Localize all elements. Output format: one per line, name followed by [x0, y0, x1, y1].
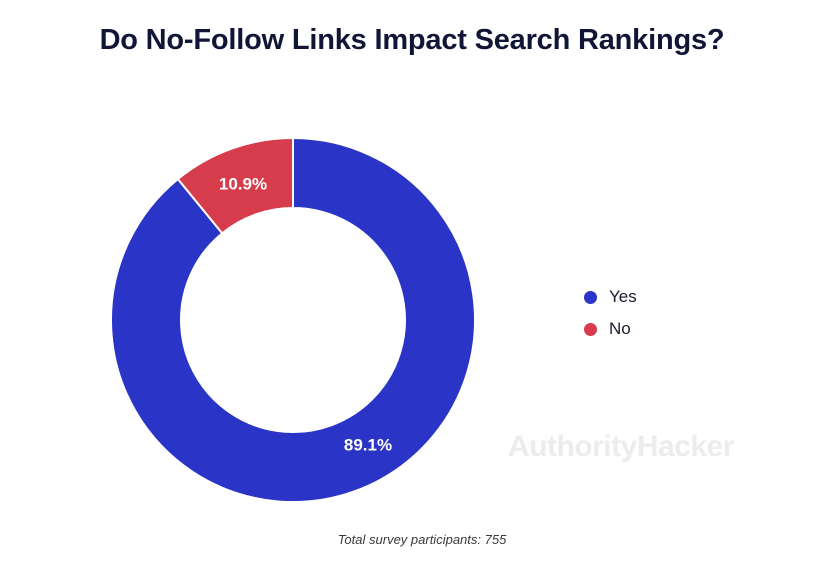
legend-label-no: No [609, 319, 631, 338]
slice-label-yes: 89.1% [344, 435, 392, 454]
donut-slice-no [176, 136, 294, 235]
chart-legend: Yes No [584, 286, 637, 350]
slice-label-no: 10.9% [219, 174, 267, 193]
survey-footnote: Total survey participants: 755 [337, 532, 507, 547]
legend-label-yes: Yes [609, 287, 637, 306]
donut-slice-yes [110, 136, 476, 503]
legend-item-yes: Yes [584, 286, 637, 308]
watermark-logo: AuthorityHacker [508, 430, 734, 463]
chart-title: Do No-Follow Links Impact Search Ranking… [99, 24, 725, 56]
legend-dot-no [584, 322, 597, 336]
legend-dot-yes [584, 290, 597, 304]
legend-item-no: No [584, 318, 637, 340]
